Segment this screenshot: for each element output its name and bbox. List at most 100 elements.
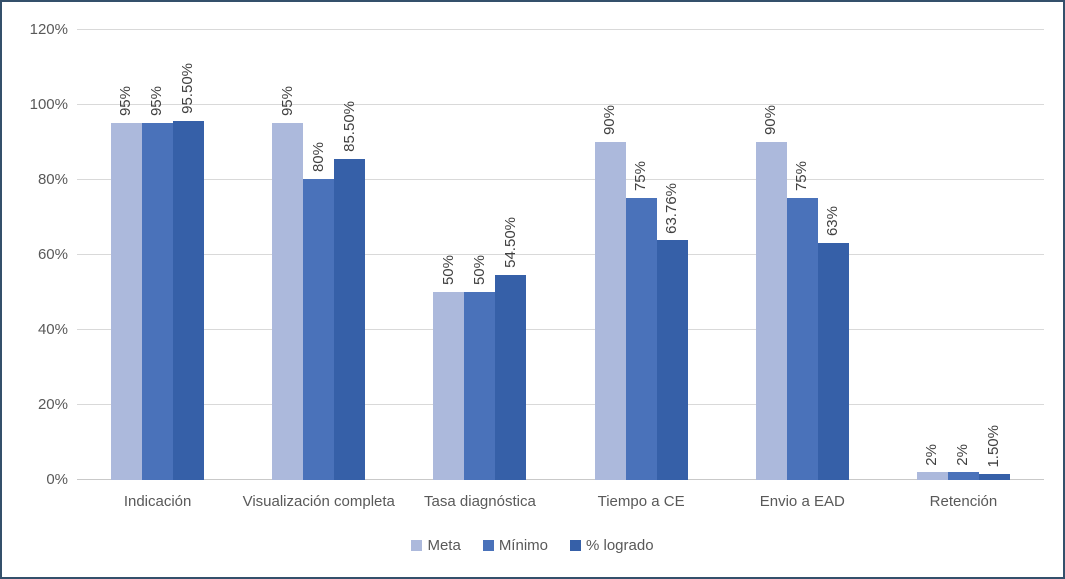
bar-value-label: 63%: [824, 206, 842, 237]
bar-value-label: 85.50%: [340, 100, 358, 152]
bar-slot: 54.50%: [495, 29, 527, 480]
y-tick-label: 20%: [37, 396, 68, 413]
legend: Meta Mínimo % logrado: [2, 537, 1063, 554]
bar-label-anchor: 50%: [464, 255, 495, 285]
bar-label-anchor: 2%: [948, 444, 979, 466]
bar-value-label: 50%: [439, 255, 457, 286]
bar: [433, 292, 465, 480]
bar-slot: 95%: [272, 29, 304, 480]
bar-slot: 1.50%: [978, 29, 1010, 480]
bar: [111, 122, 143, 480]
bar-slot: 95%: [111, 29, 143, 480]
bar: [142, 122, 174, 480]
gridline: [77, 254, 1044, 255]
bar: [656, 240, 688, 480]
x-axis: Indicación Visualización completa Tasa dia…: [77, 493, 1044, 510]
bar-slot: 90%: [594, 29, 626, 480]
bar: [916, 472, 948, 480]
bar: [334, 158, 366, 480]
gridline: [77, 329, 1044, 330]
bar-value-label: 75%: [631, 161, 649, 192]
bar-slot: 75%: [786, 29, 818, 480]
y-tick-label: 40%: [37, 321, 68, 338]
bar-label-anchor: 90%: [756, 105, 787, 135]
bar: [947, 472, 979, 480]
gridline: [77, 179, 1044, 180]
bar-slot: 85.50%: [334, 29, 366, 480]
bar: [594, 141, 626, 480]
bar-value-label: 1.50%: [985, 424, 1003, 468]
x-category-label: Indicación: [123, 493, 192, 510]
bar-label-anchor: 95%: [111, 86, 142, 116]
bar-label-anchor: 90%: [595, 105, 626, 135]
bar-slot: 2%: [916, 29, 948, 480]
bar-slot: 75%: [625, 29, 657, 480]
bar-label-anchor: 63%: [818, 206, 849, 236]
bar-value-label: 50%: [470, 255, 488, 286]
bar-value-label: 63.76%: [662, 182, 680, 234]
bar: [978, 474, 1010, 480]
x-category-label: Envio a EAD: [759, 493, 845, 510]
y-tick-label: 60%: [37, 246, 68, 263]
bar-group: 95% 80% 85.50%: [238, 29, 399, 480]
x-category-label: Visualización completa: [242, 493, 395, 510]
plot-area: 95% 95% 95.50% 95% 80% 85.50% 50% 50% 54.50% 90% 7…: [77, 29, 1044, 480]
gridline: [77, 104, 1044, 105]
bar-slot: 90%: [755, 29, 787, 480]
bar-label-anchor: 95%: [142, 86, 173, 116]
bar: [817, 243, 849, 480]
bar-slot: 50%: [433, 29, 465, 480]
legend-item: Mínimo: [482, 537, 548, 554]
bar-group: 2% 2% 1.50%: [883, 29, 1044, 480]
bar-value-label: 95%: [148, 85, 166, 116]
bar: [303, 179, 335, 480]
bar: [173, 121, 205, 480]
bar-value-label: 95%: [117, 85, 135, 116]
legend-label: Meta: [427, 537, 461, 554]
bar-slot: 80%: [303, 29, 335, 480]
bar-label-anchor: 75%: [626, 161, 657, 191]
legend-swatch: [482, 540, 494, 551]
y-tick-label: 120%: [29, 21, 68, 38]
bar: [625, 198, 657, 480]
bar-value-label: 95.50%: [179, 63, 197, 115]
gridline: [77, 479, 1044, 480]
bar: [464, 292, 496, 480]
bar-label-anchor: 2%: [917, 444, 948, 466]
y-tick-label: 0%: [46, 471, 68, 488]
bar-value-label: 75%: [793, 161, 811, 192]
x-category-label: Retención: [929, 493, 998, 510]
y-tick-label: 100%: [29, 96, 68, 113]
bar-group: 95% 95% 95.50%: [77, 29, 238, 480]
bar-label-anchor: 75%: [787, 161, 818, 191]
bar-value-label: 90%: [600, 104, 618, 135]
bar-label-anchor: 80%: [303, 142, 334, 172]
bar-slot: 63.76%: [656, 29, 688, 480]
legend-swatch: [411, 540, 423, 551]
bar: [272, 122, 304, 480]
legend-label: Mínimo: [498, 537, 548, 554]
bar-label-anchor: 63.76%: [657, 183, 688, 234]
bar-value-label: 80%: [309, 142, 327, 173]
bar-value-label: 54.50%: [501, 217, 519, 269]
gridline: [77, 404, 1044, 405]
legend-item: Meta: [411, 537, 461, 554]
bar-label-anchor: 95%: [272, 86, 303, 116]
bar-label-anchor: 85.50%: [334, 101, 365, 152]
bar-group: 90% 75% 63.76%: [561, 29, 722, 480]
x-category-label: Tiempo a CE: [597, 493, 685, 510]
bar: [495, 275, 527, 480]
legend-item: % logrado: [570, 537, 654, 554]
y-tick-label: 80%: [37, 171, 68, 188]
bar-value-label: 90%: [762, 104, 780, 135]
legend-swatch: [570, 540, 581, 551]
bar-label-anchor: 95.50%: [173, 63, 204, 114]
legend-label: % logrado: [586, 537, 654, 554]
bar-label-anchor: 54.50%: [495, 217, 526, 268]
bar-value-label: 95%: [278, 85, 296, 116]
bar-group: 90% 75% 63%: [722, 29, 883, 480]
bar-groups: 95% 95% 95.50% 95% 80% 85.50% 50% 50% 54.50% 90% 7…: [77, 29, 1044, 480]
bar-slot: 2%: [947, 29, 979, 480]
bar: [786, 198, 818, 480]
